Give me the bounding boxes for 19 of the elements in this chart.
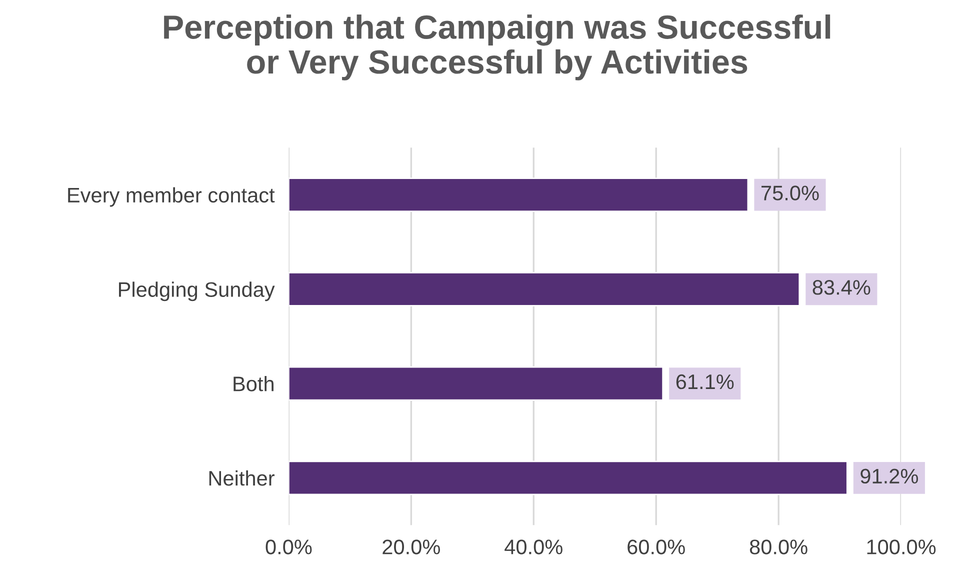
y-tick-label: Pledging Sunday — [119, 282, 275, 302]
y-tick-label: Every member contact — [68, 187, 275, 207]
x-tick-label: 100.0% — [867, 540, 936, 554]
bar — [288, 366, 664, 401]
x-tick-label: 0.0% — [266, 540, 312, 554]
y-tick-label: Neither — [209, 470, 274, 486]
chart-title: Perception that Campaign was Successful or Very Successful by Activities — [164, 14, 830, 80]
x-tick-label: 40.0% — [504, 540, 562, 554]
data-label: 83.4% — [812, 280, 870, 295]
bar — [288, 272, 800, 306]
data-label: 61.1% — [676, 374, 734, 390]
x-tick-label: 80.0% — [750, 540, 808, 554]
bar — [288, 178, 749, 212]
x-tick-label: 60.0% — [628, 540, 685, 554]
data-label: 91.2% — [860, 468, 918, 484]
y-tick-label: Both — [234, 376, 274, 392]
data-label: 75.0% — [762, 186, 819, 200]
x-tick-label: 20.0% — [382, 540, 440, 554]
bar — [288, 460, 848, 496]
